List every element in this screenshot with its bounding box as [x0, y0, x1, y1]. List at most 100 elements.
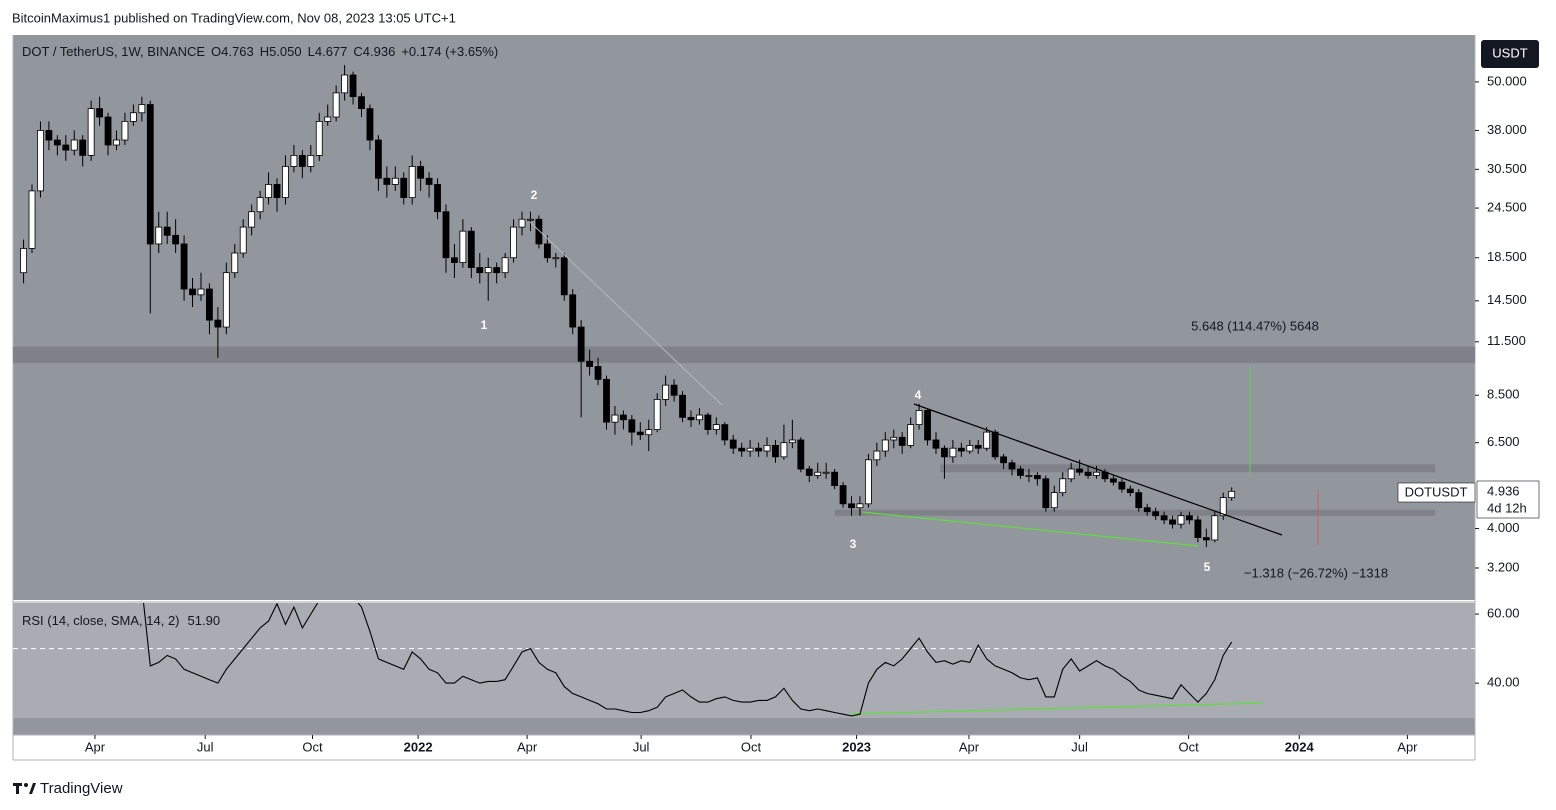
candle-body — [476, 267, 484, 274]
candle-body — [1000, 456, 1007, 464]
candle-body — [324, 116, 332, 122]
candle-body — [408, 166, 416, 198]
header-text: BitcoinMaximus1 published on TradingView… — [12, 10, 456, 25]
rsi-pane — [13, 603, 1475, 718]
candle-body — [87, 108, 95, 156]
candle-body — [163, 226, 171, 236]
high-value: 5.050 — [269, 44, 302, 59]
candle-body — [890, 436, 898, 441]
close-value: 4.936 — [363, 44, 396, 59]
candle-body — [146, 104, 154, 245]
drawings — [529, 221, 1319, 547]
rsi-title: RSI (14, close, SMA, 14, 2) — [22, 613, 180, 628]
candle-body — [898, 436, 906, 446]
candle-body — [839, 485, 847, 505]
candle-body — [332, 92, 340, 118]
candle-body — [20, 248, 27, 274]
x-tick-label: Jul — [633, 739, 650, 754]
candle-body — [1228, 490, 1236, 499]
y-tick-label: 4.000 — [1487, 520, 1520, 535]
candle-body — [1050, 492, 1058, 509]
candle-body — [687, 416, 695, 421]
wave-label: 4 — [915, 388, 922, 402]
candle-body — [37, 130, 44, 192]
candle-body — [679, 394, 686, 418]
candle-body — [569, 294, 577, 328]
currency[interactable]: USDT — [1492, 45, 1527, 60]
candle-body — [949, 447, 957, 458]
rsi-legend: RSI (14, close, SMA, 14, 2) 51.90 — [22, 613, 220, 628]
candle-body — [941, 447, 948, 458]
candle-body — [1110, 478, 1117, 483]
x-tick-label: Jul — [1071, 739, 1088, 754]
candle-body — [594, 366, 602, 380]
candle-body — [273, 184, 281, 198]
logo-dot — [24, 783, 28, 787]
candle-body — [113, 139, 120, 146]
candle-body — [1067, 468, 1075, 480]
candle-body — [653, 399, 661, 430]
candle-body — [358, 96, 365, 110]
candle-body — [129, 112, 137, 122]
candle-body — [290, 155, 298, 167]
rsi-tick-label: 60.00 — [1487, 605, 1520, 620]
candle-body — [856, 503, 864, 509]
candle-body — [1093, 471, 1100, 476]
logo-slash — [29, 783, 36, 794]
candle-body — [603, 378, 610, 423]
candle-body — [1042, 478, 1050, 509]
candle-body — [374, 139, 382, 179]
candle-body — [1177, 515, 1185, 525]
price-pane — [13, 35, 1475, 600]
candle-body — [518, 218, 526, 228]
high-key: H — [260, 44, 269, 59]
candle-body — [957, 447, 965, 452]
candle-body — [425, 177, 433, 185]
rsi-line-group — [143, 603, 1233, 717]
rsi-divergence — [849, 702, 1263, 715]
candle-body — [873, 450, 881, 461]
candle-body — [670, 384, 678, 396]
candle-body — [738, 447, 746, 452]
candle-body — [746, 447, 754, 452]
candle-body — [434, 184, 441, 213]
wave-guide — [529, 221, 723, 406]
candle-body — [383, 177, 391, 185]
candle-body — [1186, 515, 1193, 521]
candle-body — [501, 257, 509, 274]
candle-body — [1017, 468, 1024, 476]
candle-body — [391, 177, 399, 185]
candle-body — [1211, 515, 1219, 541]
candle-body — [1076, 468, 1084, 473]
last-price-badge — [1476, 480, 1540, 519]
x-tick-label: Apr — [85, 739, 106, 754]
candle-body — [527, 218, 534, 221]
candle-body — [1194, 519, 1202, 538]
candle-body — [206, 288, 213, 321]
candle-body — [467, 230, 475, 268]
low-value: 4.677 — [315, 44, 348, 59]
x-tick-label: Jul — [197, 739, 214, 754]
candle-body — [772, 445, 779, 458]
zone — [940, 464, 1436, 473]
x-tick-label: Apr — [1397, 739, 1418, 754]
candle-body — [932, 439, 940, 449]
rsi-line — [143, 603, 1233, 717]
candle-body — [696, 414, 703, 421]
candle-body — [239, 226, 247, 254]
pane-separator — [13, 601, 1475, 603]
candle-body — [417, 166, 425, 179]
candle-body — [586, 360, 594, 367]
currency-badge[interactable] — [1481, 40, 1539, 68]
candle-body — [155, 226, 163, 245]
y-tick-label: 18.500 — [1487, 249, 1527, 264]
candle-body — [510, 226, 517, 259]
y-tick-label: 50.000 — [1487, 73, 1527, 88]
candle-body — [1219, 497, 1227, 517]
candle-body — [70, 139, 78, 151]
y-tick-label: 3.200 — [1487, 559, 1520, 574]
footer-logo — [13, 783, 36, 794]
candle-body — [628, 419, 636, 433]
candle-body — [1160, 515, 1168, 521]
candle-body — [636, 431, 644, 436]
